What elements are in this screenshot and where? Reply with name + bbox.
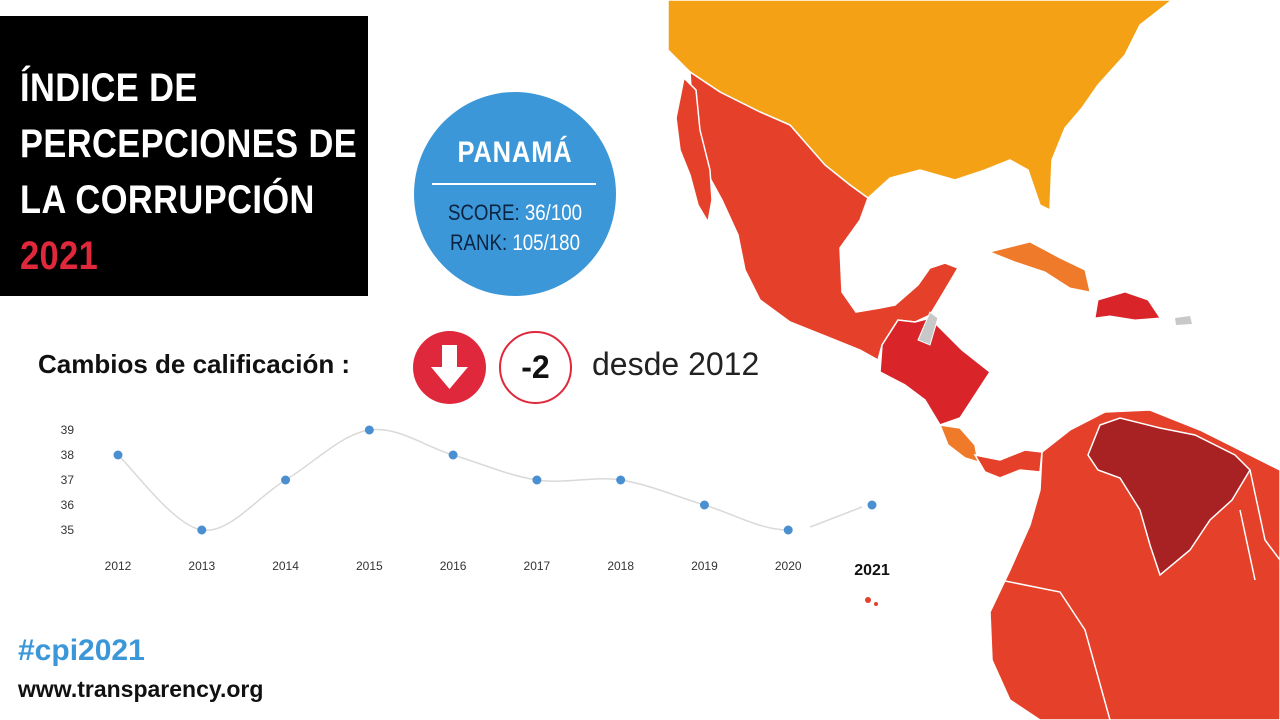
title-line-2: PERCEPCIONES DE [20, 122, 358, 166]
map-region-puerto-rico [1175, 316, 1192, 325]
map-region-hispaniola [1094, 291, 1161, 321]
map-borders [999, 469, 1280, 720]
map-region-venezuela [1087, 417, 1251, 577]
map-region-baja [675, 76, 713, 225]
trend-series-line [117, 428, 863, 531]
map-region-belize [917, 311, 939, 346]
trend-point-2012 [113, 450, 123, 460]
x-tick-label-2015: 2015 [356, 559, 383, 573]
map-region-galapagos-2 [874, 602, 878, 606]
country-score-card: PANAMÁ SCORE: 36/100 RANK: 105/180 [414, 92, 616, 296]
x-tick-label-2017: 2017 [524, 559, 551, 573]
y-tick-label: 35 [61, 523, 75, 537]
x-tick-label-2014: 2014 [272, 559, 299, 573]
score-change-label: Cambios de calificación : [38, 349, 351, 379]
trend-point-2016 [448, 450, 458, 460]
x-tick-label-2013: 2013 [188, 559, 215, 573]
trend-point-2014 [281, 475, 291, 485]
score-trend-chart: 35 36 37 38 39 2012 2013 2014 2015 2016 2017 2018 2… [61, 423, 890, 579]
country-name: PANAMÁ [457, 136, 573, 169]
map-region-cuba [988, 241, 1091, 293]
map-region-panama [973, 449, 1043, 479]
rank-value: 105/180 [512, 230, 580, 255]
rank-line: RANK: 105/180 [429, 230, 601, 256]
arrow-down-icon [413, 331, 486, 404]
trend-point-2021 [867, 500, 877, 510]
y-tick-label: 39 [61, 423, 75, 437]
x-tick-label-2018: 2018 [607, 559, 634, 573]
country-divider [432, 183, 596, 185]
map-region-costa-rica [938, 424, 979, 464]
rank-label: RANK: [450, 230, 508, 255]
trend-point-2020 [783, 525, 793, 535]
y-tick-label: 37 [61, 473, 75, 487]
hashtag: #cpi2021 [18, 634, 145, 667]
x-tick-label-2020: 2020 [775, 559, 802, 573]
map-region-galapagos [865, 597, 871, 603]
title-line-3: LA CORRUPCIÓN [20, 178, 315, 222]
x-tick-label-2016: 2016 [440, 559, 467, 573]
score-value: 36/100 [524, 200, 583, 225]
score-line: SCORE: 36/100 [429, 200, 601, 226]
title-line-1: ÍNDICE DE [20, 66, 198, 110]
x-tick-label-2012: 2012 [105, 559, 132, 573]
x-tick-label-2021: 2021 [854, 562, 890, 579]
website-link[interactable]: www.transparency.org [18, 676, 264, 702]
title-box: ÍNDICE DE PERCEPCIONES DE LA CORRUPCIÓN … [0, 16, 368, 296]
since-year-text: desde 2012 [592, 346, 760, 382]
y-tick-label: 36 [61, 498, 75, 512]
map-region-central-america [879, 317, 992, 426]
trend-point-2013 [197, 525, 207, 535]
score-label: SCORE: [447, 200, 520, 225]
score-delta-badge: -2 [499, 331, 572, 404]
y-tick-label: 38 [61, 448, 75, 462]
x-tick-label-2019: 2019 [691, 559, 718, 573]
trend-point-2019 [699, 500, 709, 510]
map-region-mexico [689, 70, 960, 362]
trend-point-2018 [616, 475, 626, 485]
trend-point-2015 [364, 425, 374, 435]
trend-point-2017 [532, 475, 542, 485]
title-year: 2021 [20, 234, 99, 278]
